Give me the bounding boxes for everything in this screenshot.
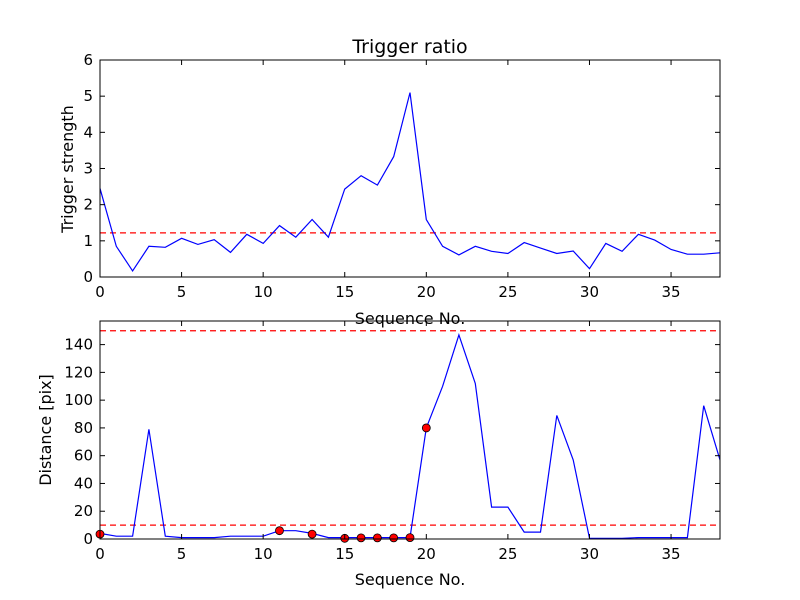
x-tick-label: 0 xyxy=(95,545,105,563)
chart-title: Trigger ratio xyxy=(351,36,467,58)
plot-frame xyxy=(99,320,721,540)
series-line xyxy=(99,92,721,272)
x-tick-label: 30 xyxy=(580,283,599,301)
y-tick-label: 80 xyxy=(74,419,93,437)
x-tick-label: 20 xyxy=(417,283,436,301)
y-tick-label: 0 xyxy=(83,530,93,548)
x-tick-label: 0 xyxy=(95,283,105,301)
y-axis-label: Distance [pix] xyxy=(36,374,55,486)
y-tick-label: 3 xyxy=(83,160,93,178)
x-axis-label: Sequence No. xyxy=(355,309,466,328)
y-tick-label: 100 xyxy=(64,391,93,409)
x-tick-label: 30 xyxy=(580,545,599,563)
y-tick-label: 1 xyxy=(83,232,93,250)
y-tick-label: 40 xyxy=(74,474,93,492)
x-tick-label: 25 xyxy=(498,283,517,301)
y-tick-label: 120 xyxy=(64,363,93,381)
x-axis-label: Sequence No. xyxy=(355,570,466,589)
data-point xyxy=(405,533,415,543)
x-tick-label: 15 xyxy=(335,283,354,301)
x-tick-label: 20 xyxy=(417,545,436,563)
data-point xyxy=(307,529,317,539)
series-line xyxy=(99,332,721,539)
data-point xyxy=(421,423,431,433)
data-point xyxy=(372,533,382,543)
y-tick-label: 140 xyxy=(64,336,93,354)
y-tick-label: 2 xyxy=(83,196,93,214)
x-tick-label: 5 xyxy=(177,545,187,563)
data-point xyxy=(275,526,284,536)
data-point xyxy=(389,533,399,543)
x-tick-label: 5 xyxy=(177,283,187,301)
x-tick-label: 15 xyxy=(335,545,354,563)
x-tick-label: 35 xyxy=(662,283,681,301)
data-point xyxy=(356,533,366,543)
distance-chart: Sequence No. Distance [pix] 0 5 10 15 20 25 30… xyxy=(36,320,721,589)
y-axis-label: Trigger strength xyxy=(58,105,77,234)
y-tick-label: 20 xyxy=(74,502,93,520)
y-tick-label: 0 xyxy=(83,268,93,286)
x-tick-label: 35 xyxy=(662,545,681,563)
y-tick-label: 6 xyxy=(83,51,93,69)
x-tick-label: 10 xyxy=(254,283,273,301)
trigger-ratio-chart: Trigger ratio Sequence No. Trigger stren… xyxy=(58,36,721,328)
x-tick-label: 25 xyxy=(498,545,517,563)
y-tick-label: 5 xyxy=(83,87,93,105)
y-tick-label: 60 xyxy=(74,447,93,465)
x-tick-label: 10 xyxy=(254,545,273,563)
y-tick-label: 4 xyxy=(83,123,93,141)
